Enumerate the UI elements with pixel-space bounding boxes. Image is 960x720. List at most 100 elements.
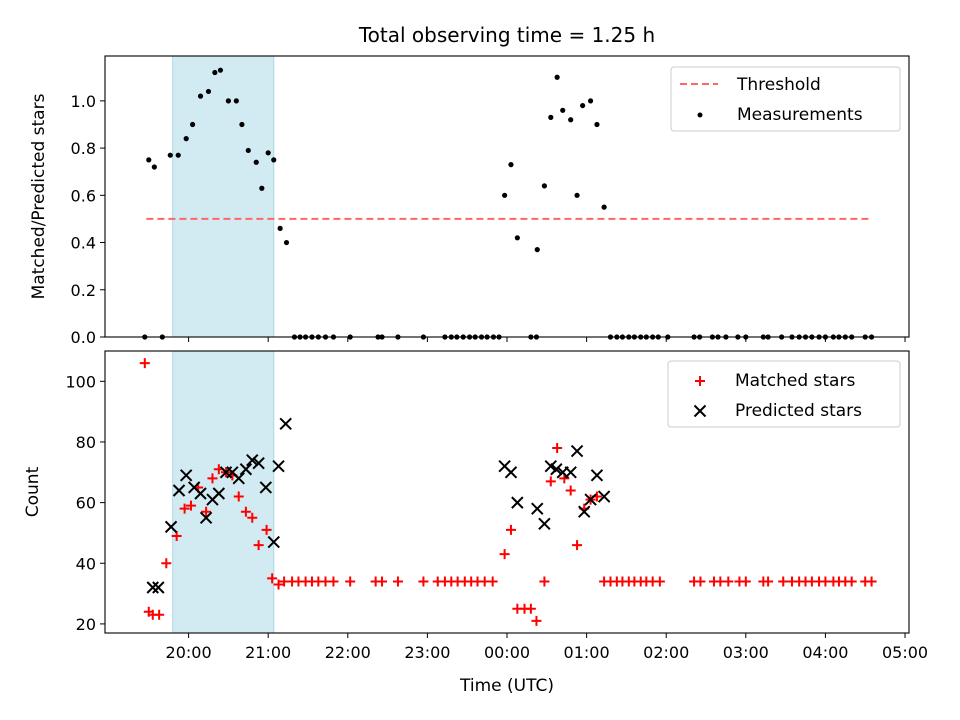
measurement-point — [233, 98, 239, 104]
predicted-star-point — [584, 493, 597, 506]
predicted-star-points — [146, 417, 611, 594]
matched-star-point — [740, 576, 751, 587]
matched-star-point — [253, 540, 264, 551]
predicted-star-point — [550, 463, 563, 476]
matched-star-point — [654, 576, 665, 587]
matched-star-point — [233, 491, 244, 502]
measurement-point — [205, 88, 212, 95]
predicted-star-point — [267, 535, 280, 549]
measurement-point — [594, 121, 600, 128]
x-tick-label: 03:00 — [723, 643, 769, 662]
measurement-point — [587, 98, 594, 104]
measurement-point — [541, 183, 548, 189]
matched-star-point — [328, 576, 339, 587]
matched-star-point — [185, 500, 196, 511]
measurement-point — [212, 69, 218, 76]
predicted-star-point — [194, 487, 207, 500]
matched-star-point — [201, 506, 212, 517]
matched-star-point — [240, 506, 251, 517]
bottom-panel-counts: 20:00 21:00 22:00 23:00 00:00 01:00 02:00 03:00… — [23, 350, 928, 696]
x-tick-label: 00:00 — [484, 643, 530, 662]
measurement-point — [151, 164, 157, 170]
top-y-tick-label: 0.2 — [71, 281, 96, 300]
matched-star-point — [531, 615, 542, 626]
measurement-point — [574, 192, 580, 198]
top-legend-box — [670, 66, 901, 132]
measurement-point — [245, 147, 251, 154]
predicted-star-point — [152, 581, 165, 594]
matched-star-point — [377, 576, 388, 587]
measurement-point — [225, 98, 231, 104]
measurement-point — [265, 150, 271, 156]
matched-star-point — [499, 549, 510, 560]
top-y-tick-label: 1.0 — [71, 92, 96, 111]
matched-star-point — [392, 576, 403, 587]
x-tick-label: 01:00 — [564, 643, 610, 662]
legend-plus-marker — [695, 376, 705, 386]
bottom-axes-frame — [104, 350, 910, 634]
matched-star-point — [505, 524, 516, 535]
predicted-star-point — [570, 444, 584, 458]
matched-star-point — [487, 576, 498, 587]
measurement-point — [568, 117, 574, 123]
matched-star-point — [418, 576, 429, 587]
predicted-star-point — [538, 517, 551, 531]
measurement-point — [175, 152, 181, 158]
observing-interval-shade — [172, 55, 275, 338]
measurement-point — [167, 152, 173, 158]
measurement-point — [183, 136, 189, 142]
bottom-y-tick-label: 20 — [76, 615, 96, 634]
measurement-point — [502, 192, 508, 198]
x-tick-label: 02:00 — [643, 643, 689, 662]
bottom-y-tick-label: 60 — [76, 494, 96, 513]
x-tick-label: 20:00 — [166, 643, 212, 662]
top-axis-ticks: 0.0 0.2 0.4 0.6 0.8 1.0 — [71, 92, 906, 347]
matched-star-point — [545, 476, 556, 487]
measurement-point — [554, 74, 560, 80]
predicted-star-point — [590, 469, 604, 482]
matched-star-point — [539, 576, 550, 587]
matched-star-point — [261, 524, 272, 535]
matched-star-point — [247, 512, 258, 523]
predicted-star-point — [239, 463, 253, 476]
measurement-point — [514, 235, 520, 241]
predicted-star-point — [232, 472, 245, 485]
bottom-axis-ticks: 20:00 21:00 22:00 23:00 00:00 01:00 02:00 03:00… — [65, 372, 928, 662]
legend-measurements-swatch — [697, 112, 703, 118]
legend-measurements-label: Measurements — [737, 105, 863, 125]
top-panel-ratio: 0.0 0.2 0.4 0.6 0.8 1.0 Matched/Predicted sta… — [29, 55, 910, 347]
bottom-legend: Matched stars Predicted stars — [667, 360, 901, 428]
matched-star-point — [778, 576, 789, 587]
top-legend: Threshold Measurements — [670, 66, 901, 132]
observing-interval-shade — [172, 350, 275, 634]
predicted-star-point — [179, 469, 193, 482]
measurement-point — [271, 157, 277, 163]
predicted-star-point — [146, 581, 159, 594]
measurement-point — [197, 93, 204, 99]
predicted-star-point — [252, 456, 265, 470]
bottom-y-tick-label: 80 — [76, 433, 96, 452]
top-y-tick-label: 0.4 — [71, 234, 96, 253]
measurement-point — [259, 185, 265, 191]
predicted-star-point — [164, 520, 178, 534]
predicted-star-point — [272, 460, 285, 473]
measurement-point — [217, 67, 224, 73]
matched-star-point — [846, 576, 857, 587]
matched-star-point — [723, 576, 734, 587]
legend-predicted-label: Predicted stars — [735, 401, 862, 421]
predicted-star-point — [578, 505, 591, 518]
predicted-star-point — [597, 490, 611, 503]
x-tick-label: 23:00 — [404, 643, 450, 662]
matched-star-point — [565, 485, 576, 496]
matched-star-point — [154, 609, 165, 620]
x-tick-label: 21:00 — [245, 643, 291, 662]
measurement-point — [548, 114, 554, 120]
matched-star-point — [552, 443, 563, 454]
legend-matched-label: Matched stars — [735, 371, 855, 391]
predicted-star-point — [259, 481, 273, 494]
predicted-star-point — [279, 417, 292, 430]
matched-star-point — [161, 558, 172, 569]
predicted-star-point — [172, 484, 186, 497]
predicted-star-point — [199, 511, 213, 524]
